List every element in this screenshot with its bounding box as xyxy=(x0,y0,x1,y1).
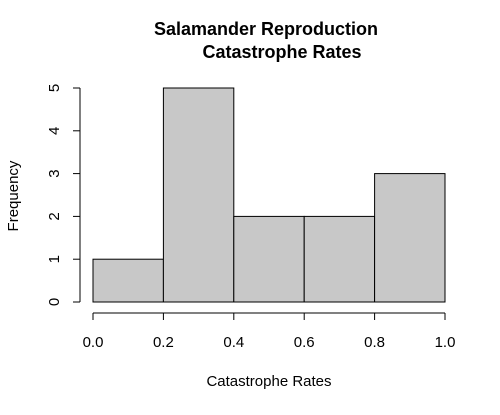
y-axis-label: Frequency xyxy=(5,160,22,231)
x-tick-label-3: 0.6 xyxy=(294,334,315,351)
y-axis: 0 1 2 3 4 5 xyxy=(46,84,81,306)
histogram-bars xyxy=(92,87,446,303)
x-tick-label-1: 0.2 xyxy=(153,334,174,351)
y-tick-label-2: 2 xyxy=(46,212,63,220)
chart-title-line-1: Salamander Reproduction xyxy=(154,19,378,39)
chart-title-line-2: Catastrophe Rates xyxy=(202,42,361,62)
histogram-bar-4 xyxy=(374,173,446,303)
y-tick-label-4: 4 xyxy=(46,127,63,135)
y-tick-label-5: 5 xyxy=(46,84,63,92)
chart-title: Salamander Reproduction Catastrophe Rate… xyxy=(154,19,378,62)
histogram-bar-3 xyxy=(303,215,376,303)
y-tick-label-1: 1 xyxy=(46,255,63,263)
x-tick-label-5: 1.0 xyxy=(435,334,456,351)
histogram-bar-1 xyxy=(162,87,235,303)
x-axis-label: Catastrophe Rates xyxy=(206,373,331,390)
x-tick-label-0: 0.0 xyxy=(83,334,104,351)
y-tick-label-0: 0 xyxy=(46,298,63,306)
x-tick-label-4: 0.8 xyxy=(364,334,385,351)
x-axis: 0.0 0.2 0.4 0.6 0.8 1.0 xyxy=(83,312,456,351)
histogram-bar-2 xyxy=(233,215,305,303)
histogram-bar-0 xyxy=(92,258,164,303)
x-tick-label-2: 0.4 xyxy=(223,334,244,351)
y-tick-label-3: 3 xyxy=(46,169,63,177)
